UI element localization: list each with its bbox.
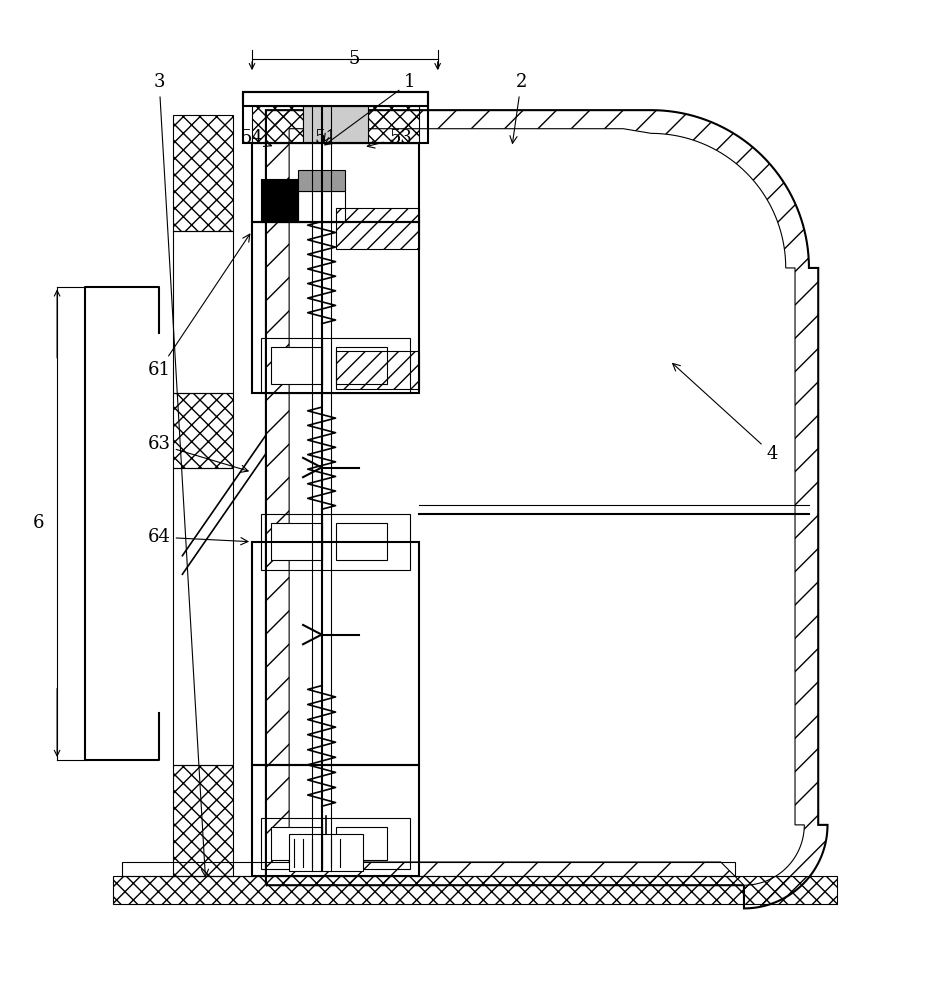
Text: 63: 63 xyxy=(148,435,249,472)
Bar xyxy=(304,106,368,143)
Bar xyxy=(252,106,304,143)
Text: 51: 51 xyxy=(315,129,338,147)
Text: 53: 53 xyxy=(368,129,412,148)
Bar xyxy=(299,170,344,191)
Text: 54: 54 xyxy=(240,129,272,147)
Bar xyxy=(173,765,234,876)
Bar xyxy=(368,106,419,143)
Text: 5: 5 xyxy=(348,50,359,68)
Bar xyxy=(173,115,234,231)
Bar xyxy=(173,231,234,393)
Bar xyxy=(122,862,735,876)
Bar xyxy=(271,523,321,560)
Bar xyxy=(335,827,386,860)
Polygon shape xyxy=(290,129,804,885)
Bar xyxy=(252,765,419,876)
Bar xyxy=(252,143,419,222)
Text: 6: 6 xyxy=(33,514,45,532)
Bar xyxy=(113,876,837,904)
Bar xyxy=(335,351,419,389)
Bar xyxy=(271,347,321,384)
Bar xyxy=(252,222,419,393)
Text: 64: 64 xyxy=(148,528,248,546)
Text: 2: 2 xyxy=(510,73,527,143)
Bar xyxy=(335,347,386,384)
Bar xyxy=(299,191,344,222)
Text: 4: 4 xyxy=(673,363,777,463)
Bar xyxy=(271,827,321,860)
Bar xyxy=(243,92,428,106)
Bar xyxy=(173,468,234,765)
Bar xyxy=(290,834,363,871)
Bar xyxy=(262,179,299,222)
Text: 3: 3 xyxy=(154,73,209,877)
Text: 61: 61 xyxy=(148,234,250,379)
Bar xyxy=(243,92,428,143)
Bar xyxy=(173,393,234,468)
Text: 1: 1 xyxy=(325,73,415,145)
Bar xyxy=(335,523,386,560)
Bar xyxy=(262,514,410,570)
Bar xyxy=(252,542,419,765)
Bar xyxy=(262,818,410,869)
Bar xyxy=(335,208,419,249)
Bar xyxy=(262,338,410,393)
